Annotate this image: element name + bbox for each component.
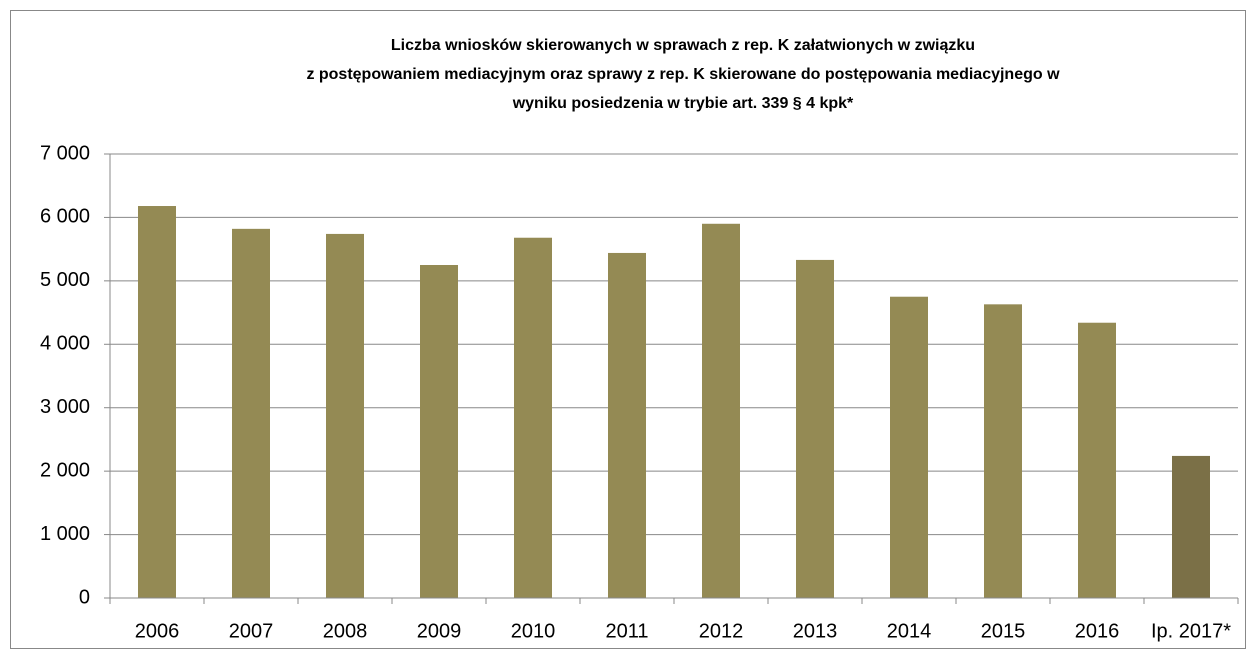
x-tick-label: 2009 xyxy=(417,620,462,642)
y-tick-label: 0 xyxy=(79,586,90,608)
bar xyxy=(890,296,928,598)
x-tick-label: 2012 xyxy=(699,620,744,642)
x-tick-label: 2016 xyxy=(1075,620,1120,642)
x-tick-label: Ip. 2017* xyxy=(1151,620,1231,642)
x-tick-label: 2011 xyxy=(605,620,648,642)
x-tick-label: 2008 xyxy=(323,620,368,642)
bar xyxy=(702,223,740,598)
y-tick-label: 7 000 xyxy=(40,142,90,164)
y-tick-label: 3 000 xyxy=(40,396,90,418)
y-tick-label: 1 000 xyxy=(40,523,90,545)
x-tick-label: 2014 xyxy=(887,620,932,642)
bar xyxy=(1172,455,1210,598)
chart-title: Liczba wniosków skierowanych w sprawach … xyxy=(391,37,975,54)
chart-title: z postępowaniem mediacyjnym oraz sprawy … xyxy=(306,66,1060,83)
x-tick-label: 2015 xyxy=(981,620,1026,642)
y-tick-label: 4 000 xyxy=(40,333,90,355)
bar xyxy=(608,252,646,598)
bar xyxy=(326,233,364,599)
x-tick-label: 2010 xyxy=(511,620,556,642)
x-tick-label: 2013 xyxy=(793,620,838,642)
y-tick-label: 5 000 xyxy=(40,269,90,291)
bar xyxy=(984,304,1022,598)
bar xyxy=(1078,322,1116,598)
y-tick-label: 2 000 xyxy=(40,459,90,481)
y-tick-label: 6 000 xyxy=(40,206,90,228)
chart-title: wyniku posiedzenia w trybie art. 339 § 4… xyxy=(512,95,854,112)
bar xyxy=(232,228,270,599)
x-tick-label: 2007 xyxy=(229,620,274,642)
x-tick-label: 2006 xyxy=(135,620,180,642)
bar xyxy=(138,206,176,599)
bar xyxy=(796,259,834,598)
bar xyxy=(514,237,552,598)
bar xyxy=(420,265,458,598)
